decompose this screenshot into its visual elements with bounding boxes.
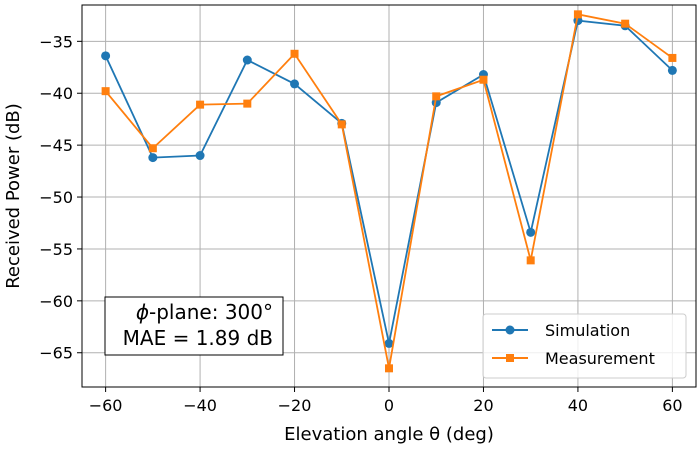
measurement-point [290, 49, 299, 58]
annotation-line-1-text: -plane: 300° [149, 300, 273, 324]
phi-symbol: ϕ [136, 300, 149, 324]
measurement-point [337, 120, 346, 129]
annotation-box: ϕ-plane: 300° MAE = 1.89 dB [104, 296, 284, 356]
annotation-frame [104, 296, 284, 356]
x-tick-label: −60 [89, 396, 123, 415]
legend-simulation-marker [505, 325, 515, 335]
x-tick-label: 0 [384, 396, 394, 415]
y-tick-label: −65 [39, 344, 73, 363]
legend-measurement-label: Measurement [545, 349, 655, 368]
x-tick-label: 60 [662, 396, 682, 415]
annotation-line-2: MAE = 1.89 dB [123, 326, 273, 350]
annotation-line-1: ϕ-plane: 300° [136, 300, 273, 324]
simulation-point [290, 79, 300, 89]
simulation-point [667, 65, 677, 75]
legend-frame [482, 313, 687, 379]
series-layer [101, 10, 677, 373]
simulation-point [195, 151, 205, 161]
simulation-point [384, 338, 394, 348]
measurement-point [196, 100, 205, 109]
grid [82, 5, 696, 387]
simulation-point [242, 55, 252, 65]
ticks: −60 −40 −20 0 20 40 60 −65 −60 −55 −50 −45 −40 −35 [39, 32, 682, 415]
measurement-point [243, 99, 252, 108]
y-tick-label: −60 [39, 292, 73, 311]
y-tick-label: −50 [39, 188, 73, 207]
legend: Simulation Measurement [482, 313, 687, 379]
y-tick-label: −40 [39, 84, 73, 103]
measurement-point [101, 87, 110, 96]
x-tick-label: −40 [183, 396, 217, 415]
measurement-point [385, 364, 393, 373]
measurement-point [526, 256, 535, 265]
simulation-point [101, 51, 111, 61]
simulation-point [148, 153, 158, 163]
measurement-point [573, 10, 582, 19]
legend-measurement-marker [506, 354, 514, 362]
y-tick-label: −45 [39, 136, 73, 155]
measurement-point [432, 92, 441, 101]
x-tick-label: 40 [568, 396, 588, 415]
y-axis-label: Received Power (dB) [3, 103, 24, 289]
simulation-point [526, 227, 536, 237]
x-tick-label: 20 [473, 396, 493, 415]
legend-simulation-label: Simulation [545, 321, 630, 340]
x-tick-label: −20 [278, 396, 312, 415]
measurement-point [148, 144, 157, 153]
y-tick-label: −55 [39, 240, 73, 259]
measurement-point [621, 19, 630, 28]
measurement-point [479, 75, 488, 84]
measurement-point [668, 53, 677, 62]
x-axis-label: Elevation angle θ (deg) [284, 424, 494, 445]
y-tick-label: −35 [39, 32, 73, 51]
